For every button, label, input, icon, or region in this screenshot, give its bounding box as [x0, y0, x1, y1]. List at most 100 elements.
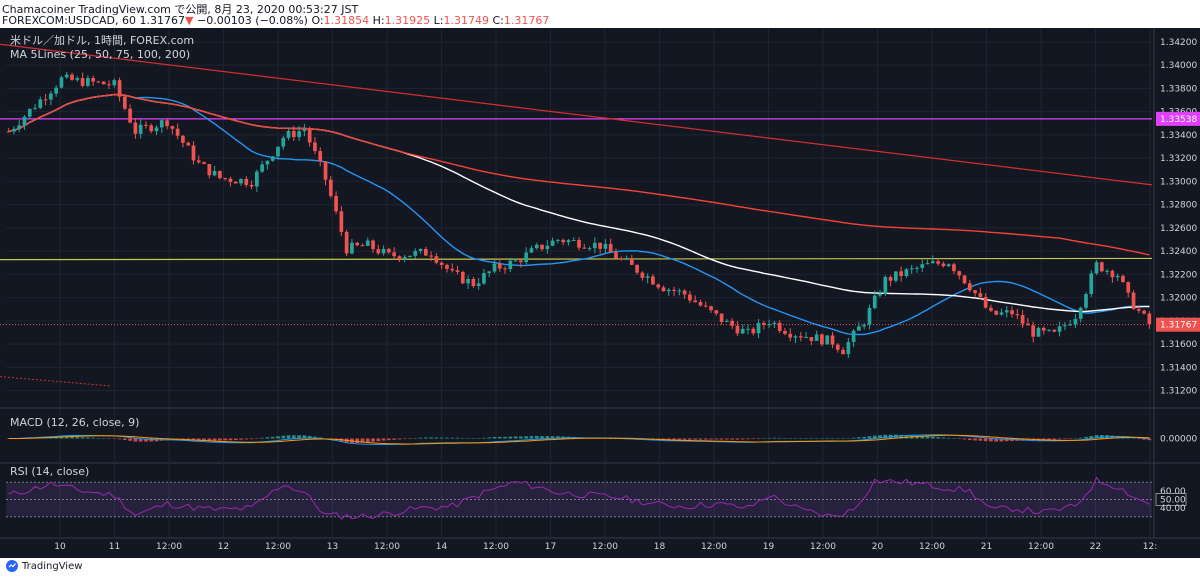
candle-body: [128, 108, 132, 123]
y-tick-label: 1.31200: [1160, 387, 1197, 397]
macd-histogram-bar: [957, 438, 962, 439]
candle-body: [915, 267, 919, 269]
macd-histogram-bar: [529, 436, 534, 439]
candle-body: [96, 81, 101, 83]
candle-body: [783, 330, 787, 334]
macd-histogram-bar: [825, 437, 830, 439]
x-tick-label: 12:00: [701, 542, 727, 552]
candle-body: [688, 294, 692, 301]
macd-histogram-bar: [466, 438, 470, 439]
time-axis: 10 11 12:00 12 12:00 13 12:00 14 12:00 17 12:00 18 1…: [54, 542, 1157, 552]
macd-pane: [6, 434, 1152, 445]
x-tick-label: 10: [54, 542, 66, 552]
macd-histogram-bar: [851, 437, 856, 439]
macd-histogram-bar: [925, 436, 930, 439]
ma-red-line: [8, 93, 1150, 256]
candle-body: [1136, 309, 1141, 311]
candle-body: [170, 126, 175, 129]
macd-histogram-bar: [244, 438, 249, 440]
candle-body: [1110, 270, 1115, 278]
macd-histogram-bar: [408, 438, 412, 439]
x-tick-label: 12:00: [265, 542, 291, 552]
candle-body: [835, 344, 840, 350]
macd-histogram-bar: [973, 438, 977, 441]
macd-histogram-bar: [503, 436, 507, 439]
macd-histogram-bar: [107, 438, 111, 439]
candle-body: [291, 130, 296, 138]
macd-histogram-bar: [122, 438, 127, 441]
macd-histogram-bar: [867, 436, 872, 439]
y-tick-label: 1.31400: [1160, 363, 1197, 373]
candle-body: [746, 328, 750, 330]
candle-body: [571, 239, 576, 241]
y-tick-label: 1.33400: [1160, 131, 1197, 141]
macd-histogram-bar: [915, 435, 919, 439]
macd-histogram-bar: [1084, 436, 1088, 439]
candle-body: [365, 240, 370, 246]
candle-body: [725, 320, 729, 322]
macd-histogram-bar: [460, 438, 465, 439]
rsi-legend: RSI (14, close): [10, 465, 89, 478]
candle-body: [540, 244, 544, 250]
candle-body: [350, 242, 354, 254]
candle-body: [38, 99, 43, 109]
horizontal-lines: [0, 118, 1153, 326]
candle-body: [740, 328, 745, 334]
candle-body: [260, 164, 264, 172]
candle-body: [503, 268, 507, 270]
candle-body: [513, 260, 518, 262]
candle-body: [497, 263, 502, 269]
candle-body: [994, 310, 999, 315]
candle-body: [218, 170, 222, 178]
price-axis: 1.342001.340001.338001.336001.334001.332…: [1155, 38, 1200, 514]
candle-body: [249, 184, 254, 187]
candle-body: [313, 142, 317, 152]
low-label: L:: [433, 14, 444, 27]
candle-body: [582, 247, 587, 249]
macd-histogram-bar: [1047, 438, 1051, 440]
macd-histogram-bar: [830, 438, 835, 439]
candle-body: [1068, 324, 1072, 326]
candle-body: [371, 240, 375, 250]
macd-zero-label: 0.00000: [1160, 435, 1197, 445]
candle-body: [867, 307, 872, 325]
candle-body: [423, 248, 428, 256]
candle-body: [418, 248, 423, 252]
chart-canvas[interactable]: 1.342001.340001.338001.336001.334001.332…: [0, 28, 1200, 558]
candle-body: [983, 296, 988, 308]
macd-histogram-bar: [682, 438, 687, 440]
macd-histogram-bar: [772, 437, 777, 439]
x-tick-label: 12:00: [374, 542, 400, 552]
candle-body: [276, 146, 280, 157]
macd-histogram-bar: [846, 438, 851, 439]
candle-body: [973, 290, 977, 294]
candle-body: [54, 87, 59, 94]
macd-histogram-bar: [80, 437, 85, 439]
macd-histogram-bar: [920, 436, 925, 439]
x-tick-label: 12:00: [483, 542, 509, 552]
candle-body: [640, 272, 645, 278]
macd-histogram-bar: [688, 438, 692, 440]
candle-body: [1121, 275, 1125, 283]
macd-histogram-bar: [756, 438, 761, 439]
macd-histogram-bar: [735, 438, 740, 440]
macd-histogram-bar: [703, 438, 708, 440]
macd-histogram-bar: [899, 434, 903, 439]
candle-body: [286, 130, 291, 138]
hline-price-label: 1.33538: [1160, 115, 1197, 125]
candle-body: [598, 242, 602, 249]
candle-body: [429, 255, 433, 257]
macd-histogram-bar: [857, 437, 861, 439]
candle-body: [471, 278, 476, 286]
candle-body: [1047, 329, 1051, 331]
x-tick-label: 11: [109, 542, 120, 552]
candle-body: [608, 243, 613, 253]
macd-histogram-bar: [207, 438, 212, 441]
macd-histogram-bar: [534, 435, 539, 439]
candle-body: [1041, 327, 1046, 331]
candle-body: [1084, 294, 1088, 308]
x-tick-label: 17: [545, 542, 556, 552]
macd-histogram-bar: [524, 436, 529, 439]
candle-body: [730, 320, 735, 326]
change-value: −0.00103 (−0.08%): [197, 14, 308, 27]
